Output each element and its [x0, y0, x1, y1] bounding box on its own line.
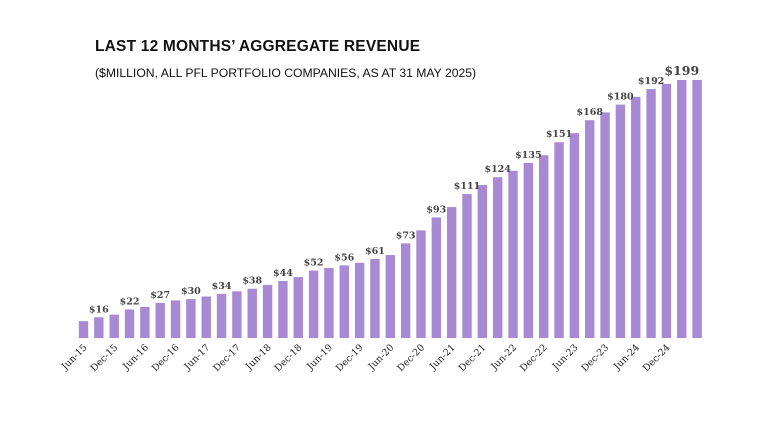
data-label: $192 [638, 76, 664, 87]
bar-Jun-17 [201, 296, 211, 338]
data-label: $199 [664, 63, 699, 78]
bar-Mar-24 [615, 104, 626, 338]
x-tick-label: Dec-20 [395, 342, 427, 374]
bar-Mar-21 [431, 217, 442, 338]
bar-Mar-25 [677, 80, 687, 338]
data-label: $22 [120, 296, 140, 307]
bar-Sep-22 [523, 162, 534, 338]
bar-Dec-20 [416, 230, 426, 338]
bar-Sep-24 [646, 89, 656, 338]
bar-Dec-24 [661, 83, 672, 338]
bar-Dec-15 [109, 314, 119, 338]
data-label: $38 [242, 276, 262, 287]
bar-Mar-17 [186, 299, 196, 338]
bar-Jun-24 [631, 96, 641, 338]
x-tick-label: Jun-17 [182, 342, 213, 373]
data-label: $16 [89, 304, 109, 315]
bar-Mar-23 [554, 142, 564, 338]
bar-Jun-21 [446, 207, 457, 338]
bar-Dec-23 [600, 112, 610, 338]
bar-Sep-20 [400, 243, 411, 338]
data-label: $111 [454, 181, 480, 192]
x-tick-label: Jun-15 [59, 342, 90, 373]
data-label: $180 [607, 92, 634, 103]
data-label: $168 [576, 107, 603, 118]
bar-Mar-16 [124, 309, 135, 338]
x-tick-label: Jun-20 [366, 342, 397, 373]
data-label: $30 [181, 286, 201, 297]
data-label: $73 [396, 230, 416, 241]
x-tick-label: Dec-15 [89, 342, 121, 374]
bar-Sep-17 [216, 293, 227, 338]
bar-May-25 [692, 80, 702, 338]
data-label: $56 [334, 252, 354, 263]
x-tick-label: Dec-22 [518, 342, 550, 374]
bars-group [78, 80, 702, 338]
x-tick-label: Dec-16 [150, 342, 182, 374]
x-tick-label: Jun-16 [120, 342, 151, 373]
bar-Jun-16 [140, 306, 150, 338]
chart-title: LAST 12 MONTHS’ AGGREGATE REVENUE [95, 38, 421, 55]
bar-Jun-15 [78, 321, 89, 338]
bar-Sep-23 [585, 120, 595, 338]
data-label: $52 [304, 258, 324, 269]
data-label: $61 [365, 246, 385, 257]
data-label: $34 [212, 281, 232, 292]
data-label: $124 [484, 164, 511, 175]
bar-Mar-19 [308, 270, 319, 338]
x-tick-label: Dec-21 [457, 342, 489, 374]
bar-Jun-23 [569, 133, 580, 338]
data-label: $93 [426, 204, 446, 215]
x-tick-label: Jun-22 [488, 342, 519, 373]
data-label: $44 [273, 268, 293, 279]
x-tick-label: Dec-24 [641, 342, 673, 374]
chart-subtitle: ($MILLION, ALL PFL PORTFOLIO COMPANIES, … [95, 66, 477, 80]
bar-Mar-20 [370, 258, 380, 338]
bar-Dec-18 [293, 277, 303, 338]
data-labels-group: $16 $22 $27 $30 $34 $38 $44 $52 $56 $61 $73 $93 $111… [89, 63, 699, 315]
bar-Jun-19 [324, 267, 334, 338]
bar-Jun-22 [508, 170, 518, 338]
bar-Dec-19 [354, 262, 365, 338]
bar-Sep-16 [155, 302, 165, 338]
bar-Sep-18 [278, 280, 288, 338]
bar-Mar-18 [247, 288, 257, 338]
x-tick-label: Dec-18 [273, 342, 305, 374]
bar-Dec-22 [539, 155, 549, 338]
bar-Dec-21 [477, 185, 488, 338]
x-tick-label: Jun-19 [304, 342, 335, 373]
x-tick-label: Dec-19 [334, 342, 366, 374]
x-tick-label: Jun-18 [243, 342, 274, 373]
bar-Jun-18 [262, 284, 273, 338]
data-label: $151 [546, 129, 572, 140]
bar-Mar-22 [492, 177, 503, 338]
bar-Sep-19 [339, 265, 349, 338]
x-tick-label: Dec-17 [211, 342, 243, 374]
bar-Dec-17 [232, 291, 242, 338]
bar-Dec-16 [170, 300, 181, 338]
data-label: $27 [150, 290, 170, 301]
bar-Jun-20 [385, 255, 395, 338]
x-tick-label: Jun-24 [611, 342, 642, 373]
data-label: $135 [515, 150, 541, 161]
x-tick-label: Dec-23 [579, 342, 611, 374]
bar-Sep-15 [94, 317, 104, 338]
x-tick-label: Jun-21 [427, 342, 458, 373]
x-tick-label: Jun-23 [550, 342, 581, 373]
bar-Sep-21 [462, 194, 472, 338]
